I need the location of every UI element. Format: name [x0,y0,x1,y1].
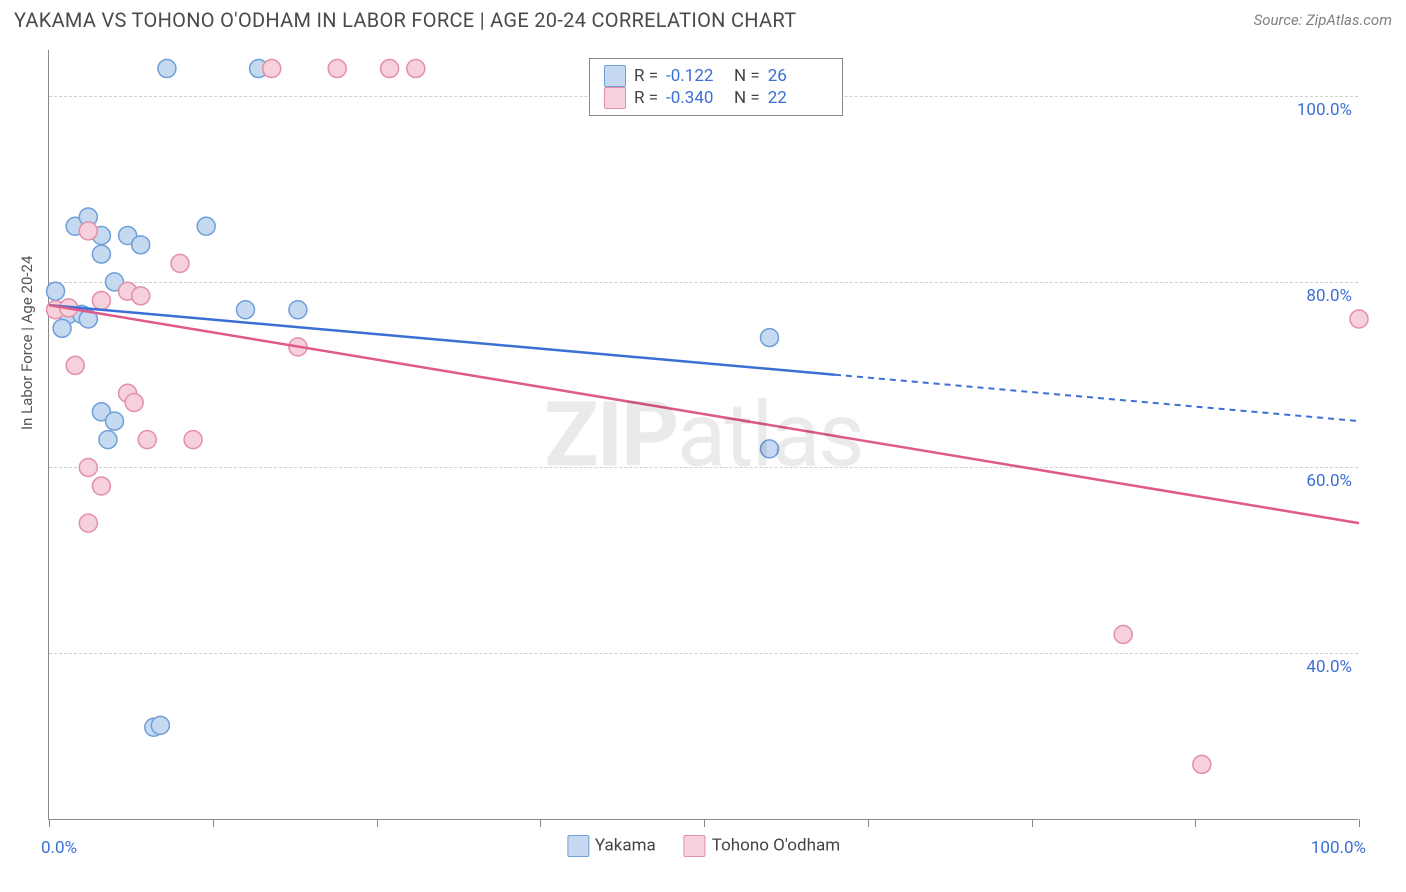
data-point [237,301,255,319]
x-tick [213,819,214,827]
data-point [79,222,97,240]
data-point [197,217,215,235]
legend-n-label: N = [734,88,760,108]
data-point [53,319,71,337]
chart-source: Source: ZipAtlas.com [1254,11,1392,29]
trend-line-extrapolated [835,375,1359,421]
correlation-legend: R = -0.122 N = 26 R = -0.340 N = 22 [589,58,843,116]
chart-title: YAKAMA VS TOHONO O'ODHAM IN LABOR FORCE … [14,8,796,32]
trend-line [49,305,1359,523]
legend-swatch [604,65,626,87]
trend-line [49,305,835,375]
data-point [47,282,65,300]
x-tick [1195,819,1196,827]
x-tick-label: 100.0% [1311,838,1366,858]
legend-r-value: -0.122 [666,66,726,86]
y-tick-label: 40.0% [1306,657,1352,677]
data-point [328,60,346,78]
data-point [289,301,307,319]
data-point [79,458,97,476]
y-tick-label: 80.0% [1306,286,1352,306]
x-tick-label: 0.0% [41,838,77,858]
legend-series-name: Yakama [595,835,656,855]
x-tick [49,819,50,827]
data-point [92,477,110,495]
data-point [1114,625,1132,643]
x-tick [377,819,378,827]
y-tick-label: 60.0% [1306,471,1352,491]
legend-swatch [604,87,626,109]
data-point [66,356,84,374]
data-point [171,254,189,272]
data-point [263,60,281,78]
legend-item: Tohono O'odham [684,835,840,857]
legend-row: R = -0.122 N = 26 [604,65,828,87]
data-point [99,431,117,449]
legend-series-name: Tohono O'odham [712,835,840,855]
data-point [92,291,110,309]
data-point [761,440,779,458]
x-tick [868,819,869,827]
data-point [138,431,156,449]
y-tick-label: 100.0% [1297,100,1352,120]
legend-item: Yakama [567,835,656,857]
legend-row: R = -0.340 N = 22 [604,87,828,109]
legend-n-value: 26 [768,66,828,86]
data-point [132,236,150,254]
data-point [125,394,143,412]
data-point [158,60,176,78]
legend-n-label: N = [734,66,760,86]
legend-r-label: R = [634,88,658,108]
legend-r-value: -0.340 [666,88,726,108]
x-tick [540,819,541,827]
data-point [407,60,425,78]
data-point [1193,755,1211,773]
data-point [79,514,97,532]
series-legend: Yakama Tohono O'odham [567,835,840,857]
data-point [132,287,150,305]
x-tick [1359,819,1360,827]
data-point [151,716,169,734]
data-point [381,60,399,78]
chart-plot-area: ZIPatlas R = -0.122 N = 26 R = -0.340 N … [48,50,1358,820]
data-point [106,412,124,430]
legend-swatch [684,835,706,857]
scatter-plot-svg [49,50,1358,819]
x-tick [1032,819,1033,827]
data-point [1350,310,1368,328]
data-point [761,329,779,347]
legend-swatch [567,835,589,857]
chart-header: YAKAMA VS TOHONO O'ODHAM IN LABOR FORCE … [0,0,1406,38]
legend-n-value: 22 [768,88,828,108]
legend-r-label: R = [634,66,658,86]
data-point [92,245,110,263]
x-tick [704,819,705,827]
y-axis-label: In Labor Force | Age 20-24 [18,256,36,430]
data-point [184,431,202,449]
